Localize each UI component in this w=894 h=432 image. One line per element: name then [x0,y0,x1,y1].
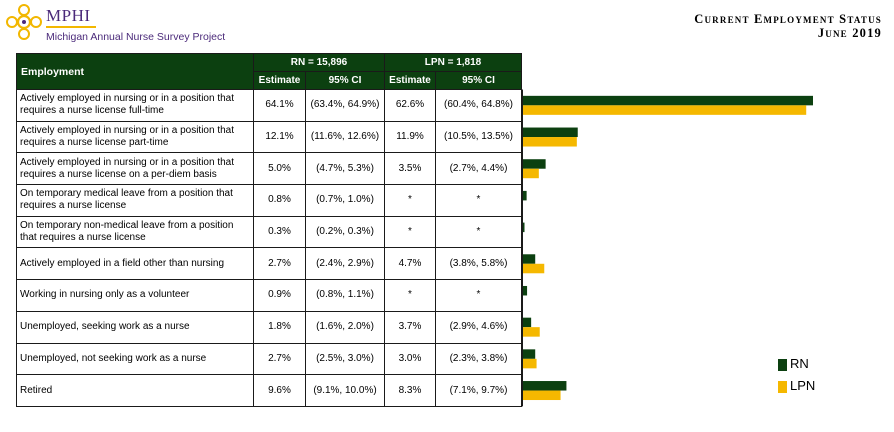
lpn-header: LPN = 1,818 [383,53,523,72]
rn-estimate: 0.3% [253,215,306,249]
lpn-ci: (2.9%, 4.6%) [434,310,523,344]
table-row: Actively employed in a field other than … [16,247,523,281]
lpn-ci: (3.8%, 5.8%) [434,247,523,281]
row-label: On temporary medical leave from a positi… [16,184,254,217]
row-label: Actively employed in a field other than … [16,247,254,281]
table-row: Actively employed in nursing or in a pos… [16,89,523,122]
lpn-estimate: 3.5% [384,152,436,186]
lpn-estimate: 4.7% [384,247,436,281]
lpn-estimate: 62.6% [384,89,436,122]
bar-lpn-0 [523,105,807,115]
rn-ci: (11.6%, 12.6%) [305,120,385,154]
lpn-ci: * [434,279,523,312]
rn-ci-header: 95% CI [305,71,385,90]
bar-lpn-5 [523,263,545,274]
lpn-ci-header: 95% CI [434,71,523,90]
report-title-main: Current Employment Status [694,12,882,26]
rn-estimate: 0.8% [253,184,306,217]
table-row: Retired 9.6% (9.1%, 10.0%) 8.3% (7.1%, 9.7%) [16,374,523,407]
row-label: Actively employed in nursing or in a pos… [16,152,254,186]
rn-estimate: 1.8% [253,310,306,344]
bar-rn-6 [523,285,528,296]
legend-swatch-lpn [778,381,787,393]
lpn-ci: * [434,215,523,249]
bar-rn-0 [523,95,813,106]
mphi-emblem-icon [6,4,42,40]
table-row: On temporary non-medical leave from a po… [16,215,523,249]
bar-lpn-8 [523,358,537,369]
report-title: Current Employment Status June 2019 [694,12,882,40]
lpn-estimate: 11.9% [384,120,436,154]
rn-ci: (0.2%, 0.3%) [305,215,385,249]
rn-estimate: 5.0% [253,152,306,186]
lpn-estimate: * [384,215,436,249]
bar-rn-5 [523,254,536,264]
table-row: Unemployed, seeking work as a nurse 1.8%(… [16,310,523,344]
rn-ci: (4.7%, 5.3%) [305,152,385,186]
lpn-estimate: 3.0% [384,342,436,376]
employment-header: Employment [16,53,254,90]
bar-rn-9 [523,381,567,391]
brand-name: MPHI [46,6,91,25]
bar-rn-7 [523,317,532,328]
bar-rn-1 [523,127,578,138]
rn-header: RN = 15,896 [253,53,385,72]
rn-ci: (63.4%, 64.9%) [305,89,385,122]
rn-ci: (1.6%, 2.0%) [305,310,385,344]
legend-label-rn: RN [790,356,809,371]
row-label: Actively employed in nursing or in a pos… [16,120,254,154]
lpn-estimate-header: Estimate [384,71,436,90]
bar-rn-2 [523,159,546,169]
lpn-ci: (2.3%, 3.8%) [434,342,523,376]
rn-ci: (2.4%, 2.9%) [305,247,385,281]
row-label: Actively employed in nursing or in a pos… [16,89,254,122]
lpn-ci: * [434,184,523,217]
lpn-ci: (7.1%, 9.7%) [434,374,523,407]
row-label: Unemployed, seeking work as a nurse [16,310,254,344]
brand-underline [46,26,96,28]
bar-rn-3 [523,190,527,201]
rn-ci: (0.7%, 1.0%) [305,184,385,217]
row-label: On temporary non-medical leave from a po… [16,215,254,249]
rn-estimate-header: Estimate [253,71,306,90]
lpn-ci: (60.4%, 64.8%) [434,89,523,122]
rn-ci: (0.8%, 1.1%) [305,279,385,312]
table-row: On temporary medical leave from a positi… [16,184,523,217]
table-row: Actively employed in nursing or in a pos… [16,152,523,186]
bar-lpn-2 [523,168,539,179]
lpn-estimate: 3.7% [384,310,436,344]
mphi-logo: MPHI Michigan Annual Nurse Survey Projec… [6,4,266,44]
rn-estimate: 2.7% [253,342,306,376]
row-label: Working in nursing only as a volunteer [16,279,254,312]
bar-lpn-1 [523,137,577,147]
table-row: Unemployed, not seeking work as a nurse 2… [16,342,523,376]
lpn-ci: (10.5%, 13.5%) [434,120,523,154]
lpn-estimate: 8.3% [384,374,436,407]
lpn-ci: (2.7%, 4.4%) [434,152,523,186]
lpn-estimate: * [384,184,436,217]
table-row: Actively employed in nursing or in a pos… [16,120,523,154]
employment-bar-chart [522,89,813,407]
rn-estimate: 12.1% [253,120,306,154]
rn-estimate: 9.6% [253,374,306,407]
rn-ci: (2.5%, 3.0%) [305,342,385,376]
row-label: Retired [16,374,254,407]
rn-estimate: 64.1% [253,89,306,122]
bar-lpn-7 [523,327,540,337]
employment-table: Employment RN = 15,896 LPN = 1,818 Estim… [16,53,523,407]
bar-rn-8 [523,349,536,359]
bar-lpn-9 [523,390,561,401]
bar-rn-4 [523,222,525,233]
row-label: Unemployed, not seeking work as a nurse [16,342,254,376]
brand-subtitle: Michigan Annual Nurse Survey Project [46,31,226,43]
rn-estimate: 0.9% [253,279,306,312]
legend-swatch-rn [778,359,787,371]
lpn-estimate: * [384,279,436,312]
rn-ci: (9.1%, 10.0%) [305,374,385,407]
rn-estimate: 2.7% [253,247,306,281]
legend-label-lpn: LPN [790,378,816,393]
report-title-date: June 2019 [817,26,882,40]
table-row: Working in nursing only as a volunteer 0.… [16,279,523,312]
